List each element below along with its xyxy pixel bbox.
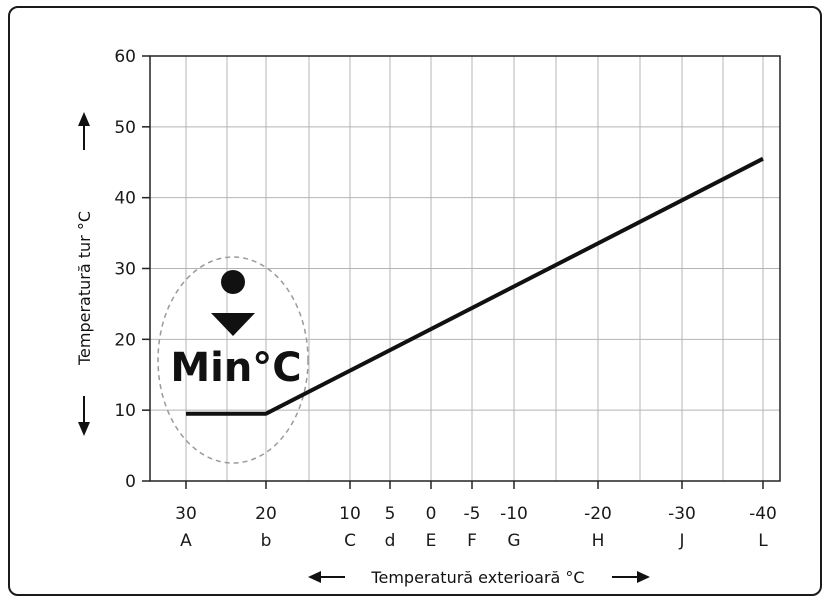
x-tick-label: -5 (464, 504, 481, 524)
x-tick-label: -10 (500, 504, 528, 524)
x-tick-letter: A (180, 531, 192, 551)
x-tick-letter: F (467, 531, 477, 551)
x-tick-letter: J (678, 531, 684, 551)
series (186, 156, 764, 416)
y-arrow-up-icon (78, 112, 90, 126)
chart-frame (8, 6, 822, 596)
y-axis-label: Temperatură tur °C (75, 211, 94, 366)
heating-curve-line (186, 156, 764, 416)
x-tick-letter: C (344, 531, 356, 551)
x-axis-label: Temperatură exterioară °C (370, 568, 584, 587)
x-tick-label: 5 (385, 504, 396, 524)
x-tick-letter: b (261, 531, 272, 551)
y-tick-label: 40 (114, 189, 136, 209)
x-tick-label: 20 (255, 504, 277, 524)
grid (142, 55, 781, 489)
x-axis-label-group: Temperatură exterioară °C (308, 568, 650, 587)
x-tick-letter: L (758, 531, 768, 551)
x-tick-letter: H (592, 531, 605, 551)
y-tick-label: 10 (114, 401, 136, 421)
min-label: Min°C (170, 345, 301, 391)
y-tick-label: 30 (114, 260, 136, 280)
y-tick-label: 0 (125, 472, 136, 492)
x-tick-label: 10 (339, 504, 361, 524)
x-tick-label: 0 (426, 504, 437, 524)
x-tick-letter: d (385, 531, 396, 551)
y-arrow-down-icon (78, 422, 90, 436)
y-tick-label: 50 (114, 118, 136, 138)
x-tick-label: -40 (749, 504, 777, 524)
plot-area-border (149, 55, 781, 482)
x-tick-letter: E (426, 531, 437, 551)
x-tick-label: 30 (175, 504, 197, 524)
x-arrow-right-icon (637, 571, 650, 583)
min-ellipse (157, 256, 309, 464)
min-annotation: Min°C (157, 256, 309, 464)
triangle-down-icon (211, 313, 255, 336)
y-tick-label: 60 (114, 47, 136, 67)
y-axis-label-group: Temperatură tur °C (75, 112, 94, 436)
x-tick-label: -30 (668, 504, 696, 524)
x-tick-letter: G (507, 531, 520, 551)
x-arrow-left-icon (308, 571, 321, 583)
dot-icon (221, 270, 245, 294)
tick-labels: 30 A 20 b 10 C 5 d 0 E -5 F -10 G -20 H -30 J -40 L 0 10 20 30 4… (114, 47, 777, 551)
x-tick-label: -20 (584, 504, 612, 524)
y-tick-label: 20 (114, 330, 136, 350)
